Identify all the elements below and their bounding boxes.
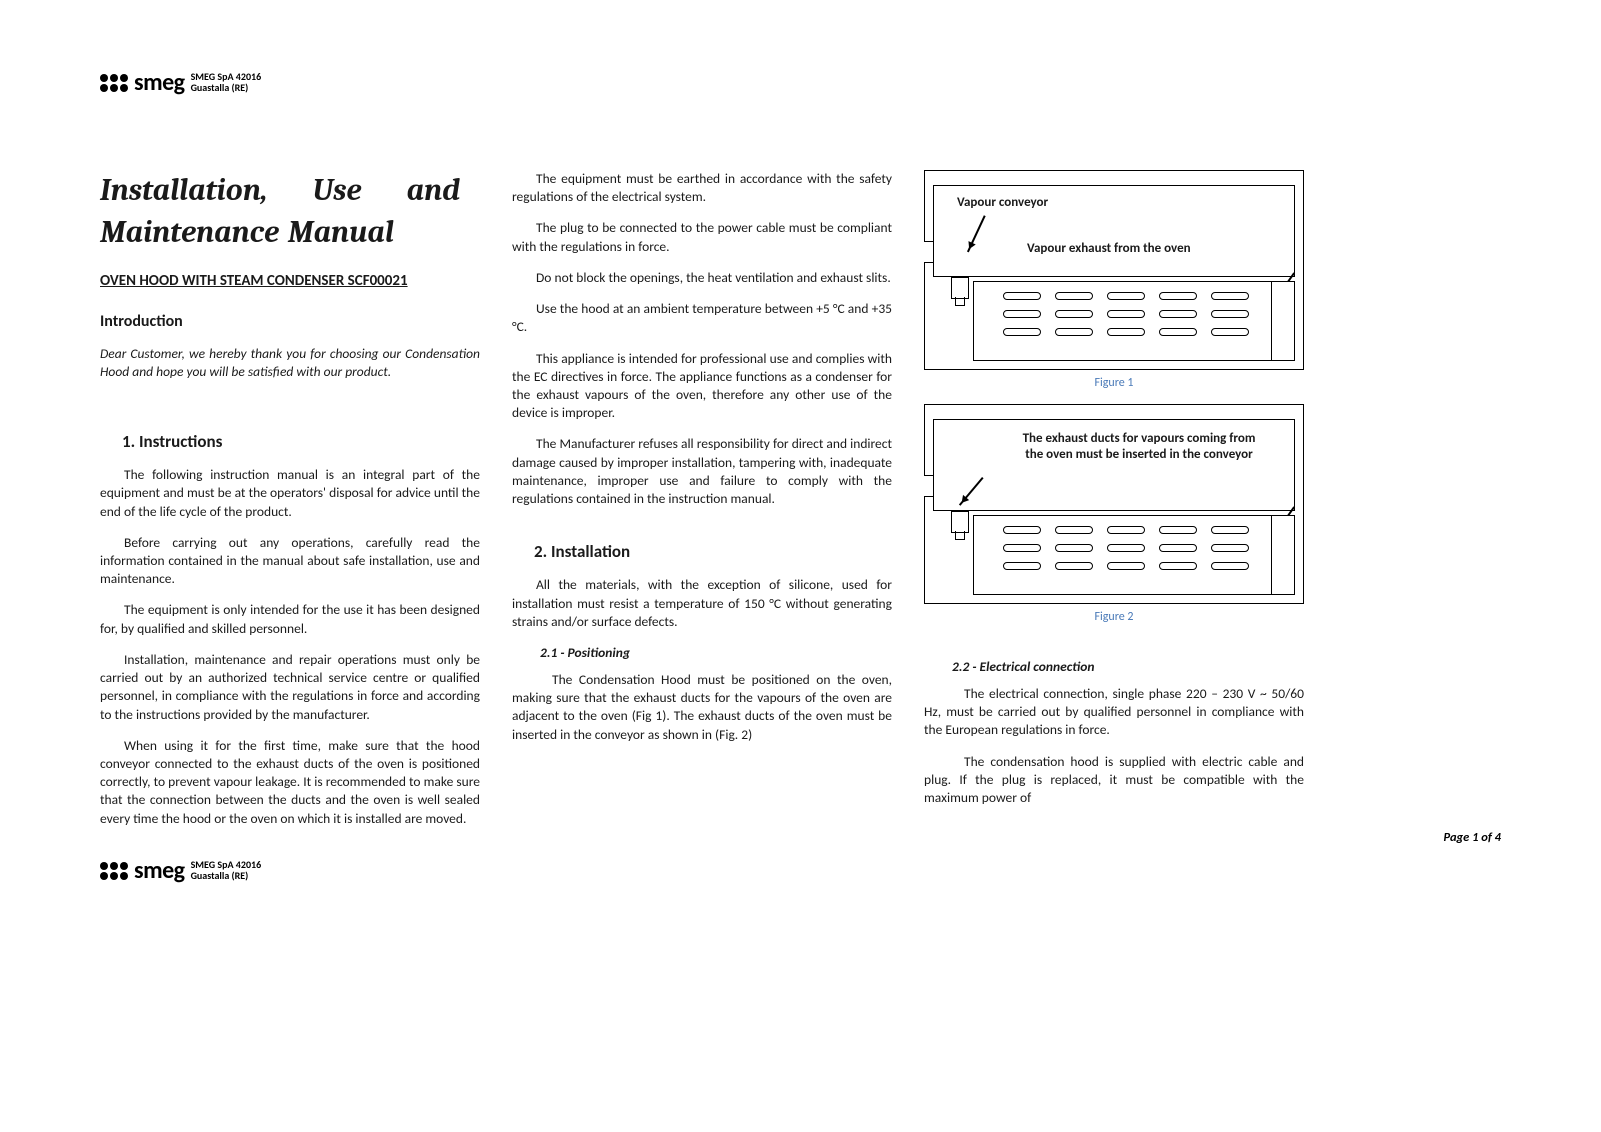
brand-logo-top: smeg SMEG SpA 42016 Guastalla (RE) [100, 72, 261, 94]
s2-1-text: The Condensation Hood must be positioned… [512, 671, 892, 744]
title-line2: Maintenance Manual [100, 212, 480, 254]
logo-line2: Guastalla (RE) [191, 871, 262, 882]
s2-2-heading: 2.2 - Electrical connection [952, 658, 1304, 675]
c2-p5: This appliance is intended for professio… [512, 350, 892, 423]
title-word: Use [313, 170, 362, 212]
logo-dots [100, 74, 128, 92]
s2-intro: All the materials, with the exception of… [512, 576, 892, 631]
column-1: Installation, Use and Maintenance Manual… [100, 170, 480, 841]
section-1-heading: 1. Instructions [122, 431, 480, 452]
figure-1: Vapour conveyor Vapour exhaust from the … [924, 170, 1304, 370]
c2-p3: Do not block the openings, the heat vent… [512, 269, 892, 287]
brand-logo-bottom: smeg SMEG SpA 42016 Guastalla (RE) [100, 860, 261, 882]
fig1-label-conveyor: Vapour conveyor [955, 195, 1050, 210]
figure-2: The exhaust ducts for vapours coming fro… [924, 404, 1304, 604]
c2-p6: The Manufacturer refuses all responsibil… [512, 435, 892, 508]
s2-1-heading: 2.1 - Positioning [540, 644, 892, 661]
logo-wordmark: smeg [134, 860, 185, 882]
c2-p4: Use the hood at an ambient temperature b… [512, 300, 892, 336]
page-number: Page 1 of 4 [1443, 830, 1501, 845]
column-3: Vapour conveyor Vapour exhaust from the … [924, 170, 1304, 841]
logo-dots [100, 862, 128, 880]
logo-address: SMEG SpA 42016 Guastalla (RE) [191, 860, 262, 881]
page-content: Installation, Use and Maintenance Manual… [100, 170, 1500, 841]
column-2: The equipment must be earthed in accorda… [512, 170, 892, 841]
logo-address: SMEG SpA 42016 Guastalla (RE) [191, 72, 262, 93]
s1-p4: Installation, maintenance and repair ope… [100, 651, 480, 724]
s1-p5: When using it for the first time, make s… [100, 737, 480, 828]
s1-p2: Before carrying out any operations, care… [100, 534, 480, 589]
fig1-drain [951, 277, 969, 299]
fig2-drain [951, 511, 969, 533]
intro-heading: Introduction [100, 312, 480, 331]
c2-p2: The plug to be connected to the power ca… [512, 219, 892, 255]
fig2-oven [973, 515, 1295, 595]
c2-p1: The equipment must be earthed in accorda… [512, 170, 892, 206]
document-title: Installation, Use and Maintenance Manual [100, 170, 480, 254]
intro-text: Dear Customer, we hereby thank you for c… [100, 345, 480, 381]
s2-2-p1: The electrical connection, single phase … [924, 685, 1304, 740]
fig2-label: The exhaust ducts for vapours coming fro… [1015, 431, 1263, 464]
s2-2-p2: The condensation hood is supplied with e… [924, 753, 1304, 808]
figure-1-caption: Figure 1 [924, 376, 1304, 390]
s1-p1: The following instruction manual is an i… [100, 466, 480, 521]
logo-wordmark: smeg [134, 72, 185, 94]
fig1-oven [973, 281, 1295, 361]
section-2-heading: 2. Installation [534, 541, 892, 562]
figure-2-caption: Figure 2 [924, 610, 1304, 624]
fig1-label-exhaust: Vapour exhaust from the oven [1025, 241, 1193, 256]
logo-line2: Guastalla (RE) [191, 83, 262, 94]
title-word: and [407, 170, 460, 212]
title-word: Installation, [100, 170, 268, 212]
s1-p3: The equipment is only intended for the u… [100, 601, 480, 637]
document-subtitle: OVEN HOOD WITH STEAM CONDENSER SCF00021 [100, 272, 480, 290]
